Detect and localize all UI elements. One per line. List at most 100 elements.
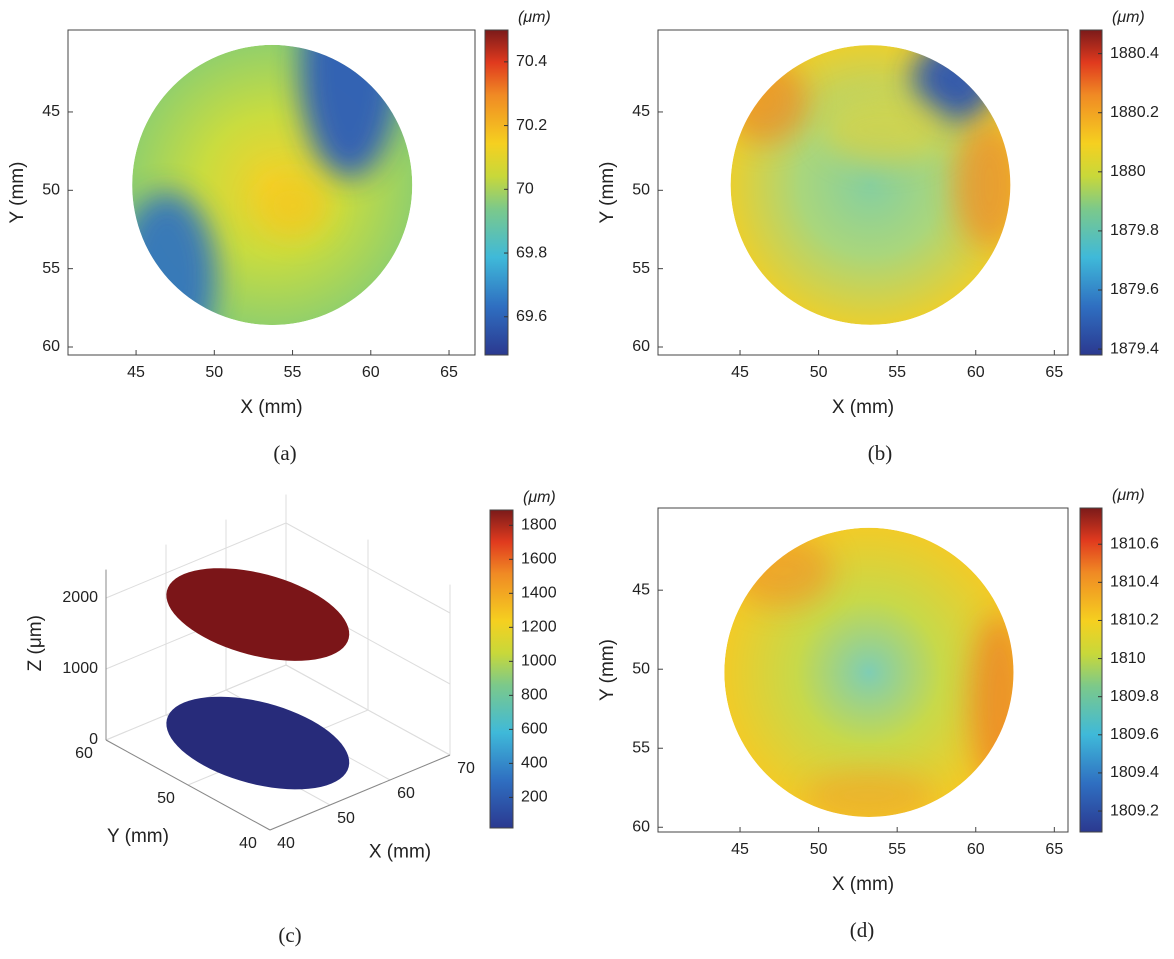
- z-tick-label: 1000: [62, 660, 98, 677]
- heatmap-region: [300, 44, 399, 178]
- x-tick-label: 65: [1045, 841, 1063, 858]
- y-axis-label: Y (mm): [597, 639, 618, 701]
- x-axis-label: X (mm): [832, 874, 894, 895]
- x-tick-label: 40: [277, 835, 295, 852]
- z-tick-label: 2000: [62, 589, 98, 606]
- x-axis-label: X (mm): [832, 397, 894, 418]
- y-tick-label: 60: [42, 338, 60, 355]
- x-tick-label: 45: [731, 364, 749, 381]
- y-tick-label: 40: [239, 835, 257, 852]
- colorbar-unit: (μm): [1112, 9, 1145, 26]
- heatmap-region: [731, 535, 833, 608]
- z-tick-label: 0: [89, 731, 98, 748]
- y-tick-label: 60: [632, 818, 650, 835]
- colorbar-tick-label: 1809.2: [1110, 802, 1159, 819]
- axes-box: [657, 29, 1069, 356]
- colorbar-tick-label: 69.6: [516, 308, 547, 325]
- axes-box: [67, 29, 476, 356]
- heatmap-region: [258, 175, 329, 237]
- axis-edge: [269, 754, 451, 831]
- colorbar-tick-label: 1809.6: [1110, 726, 1159, 743]
- colorbar-unit: (μm): [523, 489, 556, 506]
- colorbar-tick-label: 1880: [1110, 163, 1146, 180]
- y-tick-label: 60: [632, 338, 650, 355]
- x-axis-label: X (mm): [369, 842, 431, 863]
- x-tick-label: 60: [362, 364, 380, 381]
- colorbar-tick-label: 400: [521, 755, 548, 772]
- colorbar-tick-label: 1879.8: [1110, 222, 1159, 239]
- caption: (a): [273, 441, 296, 465]
- surface-layer: [166, 568, 350, 661]
- colorbar-tick-label: 1810.6: [1110, 535, 1159, 552]
- x-tick-label: 50: [205, 364, 223, 381]
- y-tick-label: 60: [75, 745, 93, 762]
- colorbar-tick-label: 200: [521, 789, 548, 806]
- caption: (d): [850, 918, 875, 942]
- y-tick-label: 50: [632, 182, 650, 199]
- colorbar: [484, 29, 509, 356]
- colorbar-tick-label: 1000: [521, 653, 557, 670]
- y-axis-label: Y (mm): [7, 162, 28, 224]
- colorbar: [489, 509, 514, 829]
- grid-line: [285, 664, 451, 756]
- x-tick-label: 55: [284, 364, 302, 381]
- heatmap-field: [730, 45, 1011, 325]
- colorbar-tick-label: 70.2: [516, 117, 547, 134]
- heatmap-region: [803, 769, 934, 817]
- axes-box: [657, 507, 1069, 833]
- x-tick-label: 65: [440, 364, 458, 381]
- x-tick-label: 55: [888, 364, 906, 381]
- colorbar-tick-label: 1809.4: [1110, 764, 1159, 781]
- caption: (c): [278, 923, 301, 947]
- x-tick-label: 60: [967, 841, 985, 858]
- x-tick-label: 60: [397, 785, 415, 802]
- grid-line: [105, 522, 287, 599]
- axis-edge: [105, 739, 271, 831]
- colorbar-tick-label: 800: [521, 687, 548, 704]
- x-tick-label: 55: [888, 841, 906, 858]
- x-tick-label: 70: [457, 760, 475, 777]
- colorbar-tick-label: 69.8: [516, 244, 547, 261]
- y-tick-label: 55: [632, 260, 650, 277]
- caption: (b): [868, 441, 893, 465]
- colorbar-tick-label: 1600: [521, 551, 557, 568]
- heatmap-region: [132, 191, 217, 326]
- colorbar-tick-label: 1810.2: [1110, 612, 1159, 629]
- colorbar-tick-label: 1810: [1110, 650, 1146, 667]
- heatmap-field: [724, 527, 1014, 817]
- x-tick-label: 50: [810, 841, 828, 858]
- heatmap-field: [132, 44, 413, 326]
- colorbar-tick-label: 70: [516, 181, 534, 198]
- y-tick-label: 45: [632, 103, 650, 120]
- colorbar-tick-label: 1880.2: [1110, 104, 1159, 121]
- grid-line: [285, 522, 451, 614]
- x-tick-label: 50: [810, 364, 828, 381]
- x-axis-label: X (mm): [240, 397, 302, 418]
- x-tick-label: 50: [337, 810, 355, 827]
- surface-layer: [166, 696, 350, 790]
- colorbar-tick-label: 1200: [521, 619, 557, 636]
- colorbar: [1079, 507, 1103, 833]
- colorbar-tick-label: 1880.4: [1110, 45, 1159, 62]
- x-tick-label: 45: [127, 364, 145, 381]
- colorbar: [1079, 29, 1103, 356]
- colorbar-unit: (μm): [518, 9, 551, 26]
- heatmap-region: [970, 614, 1014, 789]
- y-tick-label: 50: [42, 182, 60, 199]
- x-tick-label: 45: [731, 841, 749, 858]
- x-tick-label: 65: [1045, 364, 1063, 381]
- colorbar-tick-label: 1809.8: [1110, 688, 1159, 705]
- y-tick-label: 55: [632, 739, 650, 756]
- colorbar-tick-label: 1810.4: [1110, 574, 1159, 591]
- y-tick-label: 55: [42, 260, 60, 277]
- y-tick-label: 45: [42, 103, 60, 120]
- x-tick-label: 60: [967, 364, 985, 381]
- colorbar-unit: (μm): [1112, 487, 1145, 504]
- y-axis-label: Y (mm): [107, 826, 169, 847]
- colorbar-tick-label: 1879.6: [1110, 281, 1159, 298]
- colorbar-tick-label: 1879.4: [1110, 340, 1159, 357]
- heatmap-region: [954, 122, 1011, 248]
- colorbar-tick-label: 1400: [521, 585, 557, 602]
- z-axis-label: Z (μm): [25, 615, 46, 671]
